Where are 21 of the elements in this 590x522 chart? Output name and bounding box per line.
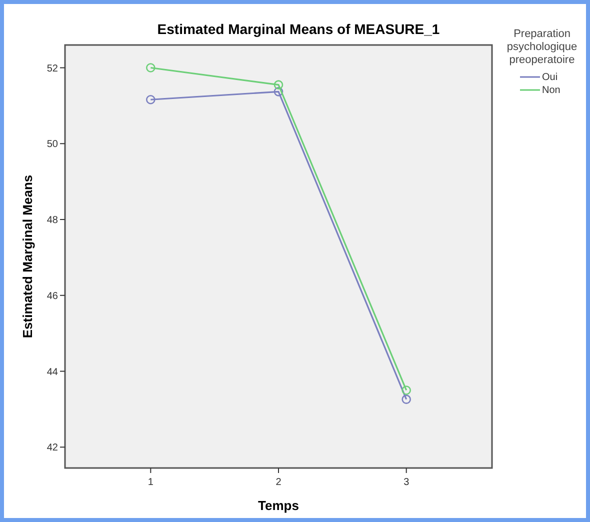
x-tick-label: 3 (404, 477, 410, 488)
y-axis-title: Estimated Marginal Means (20, 174, 35, 338)
y-tick-label: 42 (46, 442, 58, 454)
y-tick-label: 52 (46, 63, 58, 74)
x-axis-title: Temps (258, 498, 299, 513)
y-tick-label: 46 (46, 290, 58, 302)
y-tick-label: 50 (46, 139, 58, 150)
chart-title: Estimated Marginal Means of MEASURE_1 (157, 21, 440, 37)
point (146, 94, 156, 104)
y-tick-label: 48 (46, 215, 58, 226)
legend-title: Preparation psychologique preoperatoire (506, 28, 578, 66)
x-tick-label: 1 (148, 477, 154, 488)
x-tick-label: 2 (276, 477, 282, 488)
point (402, 394, 411, 404)
point (402, 386, 411, 395)
legend-label: Oui (542, 72, 558, 83)
point (274, 87, 284, 96)
point (274, 80, 284, 90)
legend-label: Non (542, 85, 560, 96)
point (146, 63, 156, 72)
y-tick-label: 44 (46, 366, 58, 378)
